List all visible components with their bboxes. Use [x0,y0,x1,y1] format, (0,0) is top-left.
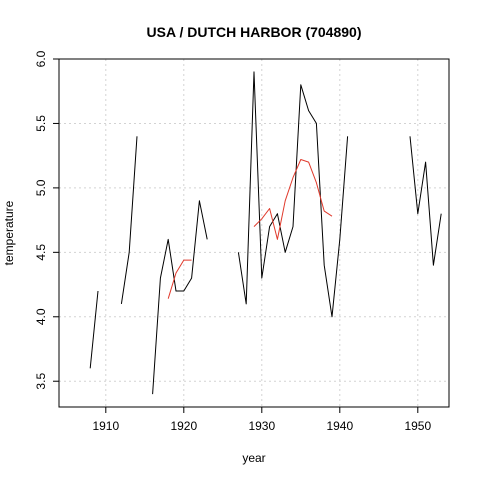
x-tick-label: 1920 [170,419,197,433]
series-line-segment [167,259,192,299]
series-2 [167,159,333,299]
x-axis-label: year [242,451,265,465]
x-tick-label: 1910 [92,419,119,433]
series-line-segment [237,71,349,318]
series-line-segment [89,290,99,369]
series-line-segment [253,159,333,240]
x-tick-label: 1940 [326,419,353,433]
plot-frame [58,58,450,408]
x-tick-label: 1930 [248,419,275,433]
axes: 1910 1920 1930 1940 1950 3.5 4.0 4.5 5.0 5.5 6.0 [34,50,431,433]
plot-series [89,71,442,395]
grid [59,58,449,407]
series-line-segment [120,136,138,304]
series-line-segment [409,136,442,266]
y-tick-label: 4.0 [34,308,48,325]
y-tick-label: 3.5 [34,373,48,390]
x-tick-label: 1950 [404,419,431,433]
chart-title: USA / DUTCH HARBOR (704890) [147,24,362,40]
y-axis-label: temperature [2,200,16,265]
series-1 [89,71,442,395]
y-tick-label: 6.0 [34,50,48,67]
series-line-segment [152,200,208,395]
y-tick-label: 5.0 [34,179,48,196]
y-tick-label: 5.5 [34,115,48,132]
y-tick-label: 4.5 [34,244,48,261]
